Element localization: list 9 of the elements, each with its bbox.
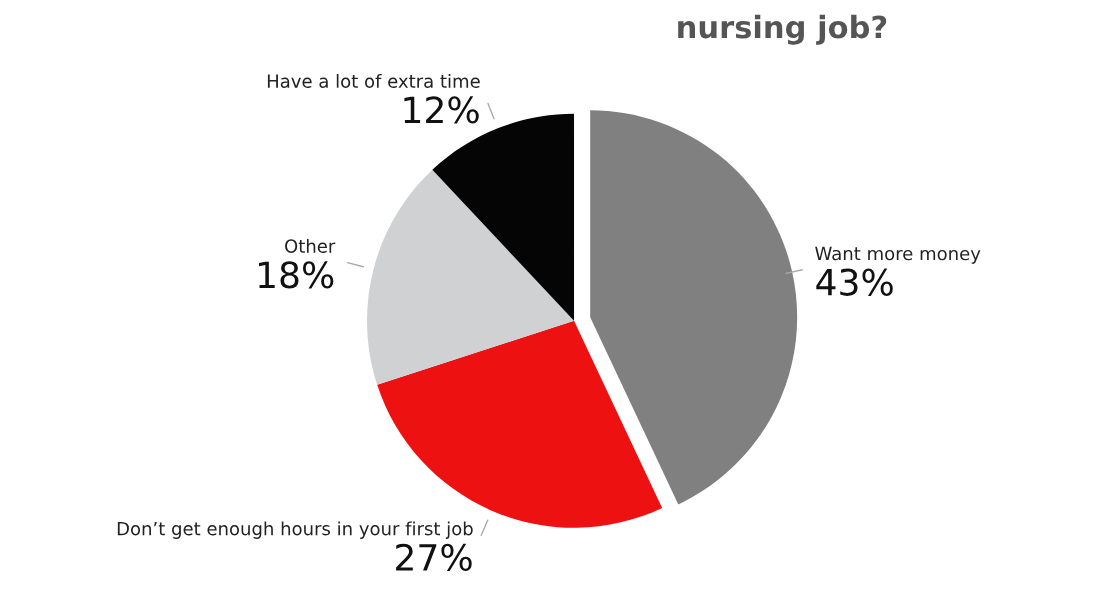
chart-title: nursing job? — [678, 14, 887, 45]
data-label: 27% — [396, 543, 472, 571]
data-label: 43% — [816, 268, 893, 296]
slice-label: Other — [285, 238, 336, 253]
slice-label: Don’t get enough hours in your first job — [117, 521, 473, 539]
data-label: 18% — [259, 261, 334, 289]
slice-label: Have a lot of extra time — [267, 73, 480, 88]
slice-label: Want more money — [815, 246, 981, 264]
data-label: 12% — [404, 96, 479, 124]
